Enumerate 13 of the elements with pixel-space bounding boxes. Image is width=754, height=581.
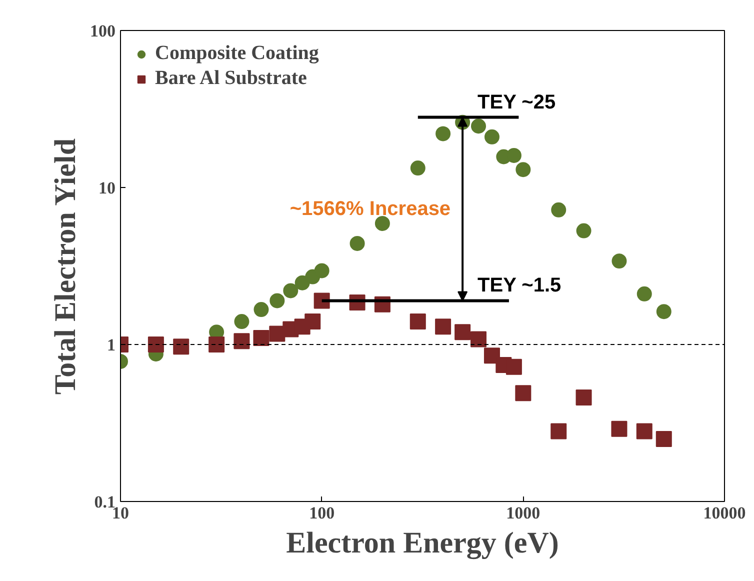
- annotation: TEY ~25: [478, 91, 556, 114]
- y-axis-title: Total Electron Yield: [49, 138, 82, 395]
- legend-label: Bare Al Substrate: [155, 67, 307, 90]
- x-tick-label: 1000: [506, 504, 540, 522]
- x-tick-label: 10000: [703, 504, 746, 522]
- annotation: TEY ~1.5: [478, 274, 562, 297]
- y-tick-label: 10: [98, 178, 116, 198]
- y-tick-label: 1: [107, 336, 116, 354]
- x-tick-label: 100: [309, 504, 335, 522]
- x-axis-title: Electron Energy (eV): [286, 526, 559, 560]
- annotation: ~1566% Increase: [290, 198, 451, 220]
- legend-label: Composite Coating: [155, 42, 319, 65]
- y-tick-label: 100: [90, 22, 116, 40]
